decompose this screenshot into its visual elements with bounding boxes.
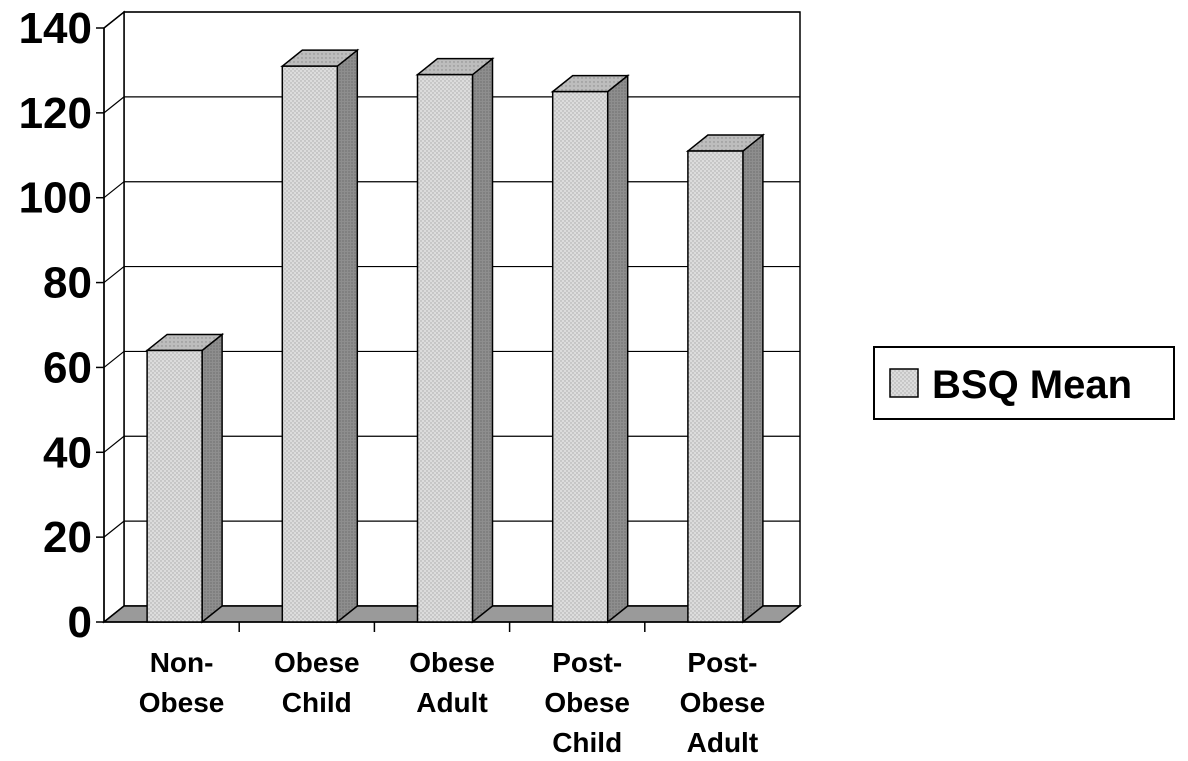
y-tick-label: 20 bbox=[43, 513, 92, 562]
legend-label: BSQ Mean bbox=[932, 363, 1132, 407]
x-category-label: Child bbox=[282, 687, 352, 718]
bar-front bbox=[416, 73, 474, 623]
y-tick-label: 100 bbox=[19, 174, 92, 223]
x-category-label: Non- bbox=[150, 647, 214, 678]
side-wall bbox=[103, 10, 125, 624]
y-tick-label: 80 bbox=[43, 259, 92, 308]
x-category-label: Adult bbox=[687, 727, 759, 758]
bar-front bbox=[281, 65, 339, 623]
bar bbox=[144, 332, 225, 624]
x-category-label: Obese bbox=[409, 647, 495, 678]
gridline bbox=[103, 11, 800, 29]
bar bbox=[550, 74, 630, 624]
bars bbox=[144, 48, 766, 624]
x-category-label: Adult bbox=[416, 687, 488, 718]
x-category-label: Post- bbox=[687, 647, 757, 678]
bar bbox=[415, 57, 495, 624]
bar bbox=[280, 48, 360, 624]
legend-swatch bbox=[889, 368, 919, 398]
bar-front bbox=[551, 90, 609, 623]
legend: BSQ Mean bbox=[873, 346, 1175, 420]
bar-front bbox=[146, 349, 203, 623]
x-category-label: Obese bbox=[544, 687, 630, 718]
x-category-label: Obese bbox=[139, 687, 225, 718]
x-category-label: Child bbox=[552, 727, 622, 758]
bar-front bbox=[687, 150, 744, 623]
bar-side bbox=[606, 74, 629, 624]
y-tick-label: 0 bbox=[68, 598, 92, 647]
x-category-label: Obese bbox=[274, 647, 360, 678]
x-category-label: Post- bbox=[552, 647, 622, 678]
bar-side bbox=[471, 57, 494, 624]
y-tick-label: 40 bbox=[43, 428, 92, 477]
x-axis-labels: Non- Obese Obese Child Obese Adult Post- Obese C… bbox=[139, 647, 765, 758]
y-tick-label: 140 bbox=[19, 4, 92, 53]
y-tick-label: 120 bbox=[19, 89, 92, 138]
bar-side bbox=[336, 48, 359, 624]
bar bbox=[685, 133, 766, 624]
legend-box bbox=[873, 346, 1175, 420]
y-axis-ticks: 0 20 40 60 80 100 120 140 bbox=[19, 4, 104, 647]
y-tick-label: 60 bbox=[43, 343, 92, 392]
bar-side bbox=[742, 133, 764, 624]
bar-side bbox=[201, 332, 223, 624]
x-category-label: Obese bbox=[680, 687, 766, 718]
